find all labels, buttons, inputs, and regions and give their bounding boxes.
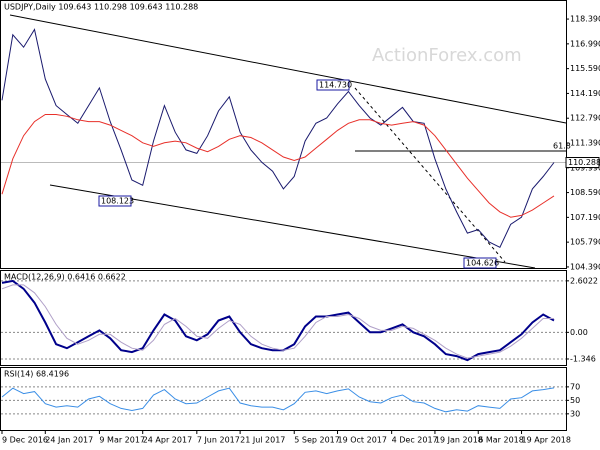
x-tick-label: 19 Oct 2017 (338, 436, 387, 445)
series-line (1, 28, 555, 248)
y-tick-label: 114.190 (570, 89, 600, 98)
y-tick-label: 112.790 (570, 114, 600, 123)
x-tick-label: 21 Jul 2017 (240, 436, 285, 445)
series-line (1, 387, 555, 413)
x-tick-label: 5 Sep 2017 (294, 436, 340, 445)
rsi-panel (0, 367, 567, 431)
annotation-box (98, 195, 132, 207)
y-tick-label: 108.590 (570, 188, 600, 197)
x-tick-label: 9 Dec 2016 (2, 436, 48, 445)
y-tick-label: 2.6022 (570, 276, 598, 285)
chart-title: USDJPY,Daily 109.643 110.298 109.643 110… (4, 3, 198, 12)
y-tick-label: 116.990 (570, 39, 600, 48)
channel-upper (9, 14, 567, 124)
y-tick-label: 50 (570, 396, 580, 405)
x-tick-label: 7 Jun 2017 (197, 436, 240, 445)
x-tick-label: 24 Apr 2017 (143, 436, 192, 445)
y-tick-label: 111.390 (570, 138, 600, 147)
y-tick-label: 0.00 (570, 328, 588, 337)
watermark: ActionForex.com (372, 45, 522, 66)
annotation: 104.626 (466, 259, 499, 268)
annotation-box (316, 79, 350, 91)
price-box (565, 157, 600, 169)
series-line (1, 284, 554, 359)
macd-title: MACD(12,26,9) 0.6416 0.6622 (4, 273, 126, 282)
x-tick-label: 6 Mar 2018 (478, 436, 524, 445)
macd-panel (0, 270, 567, 366)
y-tick-label: 104.390 (570, 262, 600, 271)
series-line (1, 279, 555, 362)
x-tick-label: 9 Mar 2017 (99, 436, 145, 445)
series-line (1, 114, 555, 218)
annotation: 114.730 (319, 81, 352, 90)
y-tick-label: -1.346 (570, 354, 596, 363)
price-label: 110.288 (568, 158, 600, 167)
annotation-box (463, 257, 497, 269)
fib-line (354, 87, 506, 263)
x-tick-label: 24 Jan 2017 (45, 436, 93, 445)
y-tick-label: 70 (570, 382, 580, 391)
y-tick-label: 118.390 (570, 15, 600, 24)
fib-label: 61.8 (553, 142, 571, 151)
y-tick-label: 30 (570, 409, 580, 418)
x-tick-label: 19 Apr 2018 (522, 436, 571, 445)
y-tick-label: 107.190 (570, 213, 600, 222)
y-tick-label: 115.590 (570, 64, 600, 73)
main-panel (0, 0, 567, 269)
x-tick-label: 4 Dec 2017 (392, 436, 438, 445)
rsi-title: RSI(14) 68.4196 (4, 370, 69, 379)
x-tick-label: 19 Jan 2018 (435, 436, 483, 445)
y-tick-label: 105.790 (570, 238, 600, 247)
annotation: 108.123 (101, 197, 134, 206)
